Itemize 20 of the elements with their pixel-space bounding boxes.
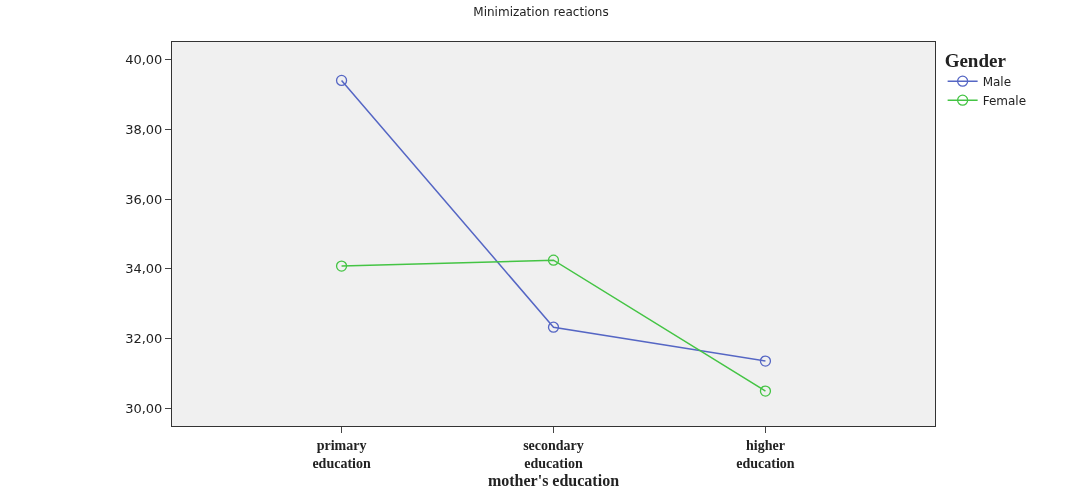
y-tick-label: 36,00 [125, 191, 163, 207]
x-tick-label: primary education [312, 437, 371, 471]
x-tick-label: secondary education [523, 437, 584, 471]
point [547, 321, 560, 333]
y-tick-label: 34,00 [125, 261, 163, 277]
y-tick-label: 32,00 [125, 331, 163, 347]
point [759, 385, 772, 397]
point [335, 260, 348, 272]
legend-label: Male [982, 74, 1012, 89]
x-tick-label: higher education [736, 437, 795, 471]
legend-title: Gender [944, 49, 1007, 71]
chart-title: Minimization reactions [473, 4, 609, 19]
y-tick-label: 30,00 [125, 401, 163, 417]
legend-label: Female [982, 93, 1027, 108]
point [547, 254, 560, 266]
y-tick-label: 38,00 [125, 121, 163, 137]
point [335, 74, 348, 87]
x-axis-title: mother's education [487, 471, 620, 489]
point [759, 355, 772, 367]
y-tick-label: 40,00 [125, 52, 163, 67]
